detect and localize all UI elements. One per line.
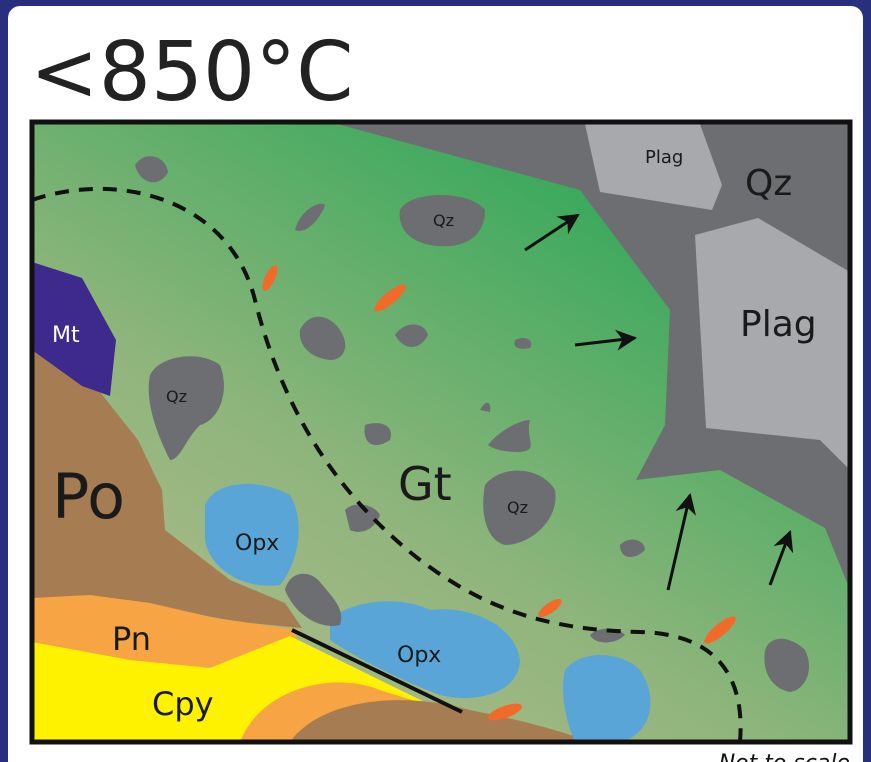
mineral-label: Gt bbox=[398, 457, 452, 511]
mineral-label: Pn bbox=[112, 620, 151, 658]
diagram: <850°C bbox=[0, 0, 871, 762]
mineral-label: Qz bbox=[166, 387, 187, 406]
mineral-label: Qz bbox=[507, 498, 528, 517]
title: <850°C bbox=[30, 25, 353, 120]
mineral-label: Cpy bbox=[152, 685, 214, 723]
mineral-label: Opx bbox=[235, 531, 279, 556]
mineral-label: Mt bbox=[52, 323, 80, 348]
mineral-label: Plag bbox=[645, 147, 683, 168]
mineral-label: Qz bbox=[433, 211, 454, 230]
mineral-label: Opx bbox=[397, 643, 441, 668]
mineral-label: Plag bbox=[740, 304, 817, 345]
footnote: Not to scale bbox=[719, 751, 850, 762]
mineral-label: Qz bbox=[745, 163, 792, 204]
opx-grain bbox=[563, 655, 650, 742]
mineral-label: Po bbox=[52, 460, 125, 533]
